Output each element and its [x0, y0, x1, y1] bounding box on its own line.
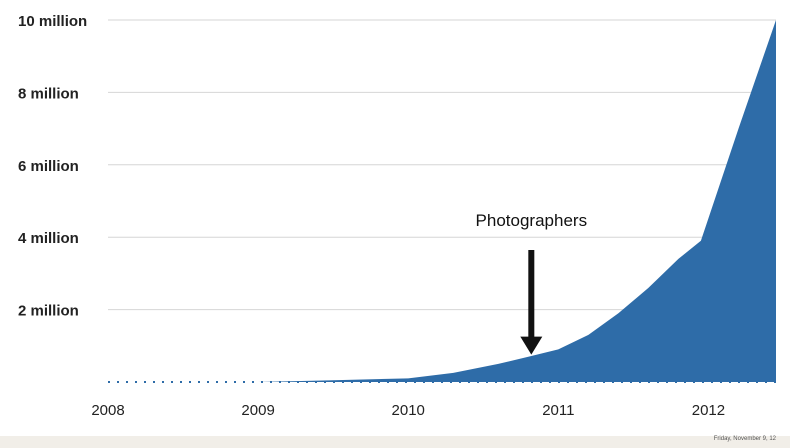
x-tick-label-0: 2008 — [91, 402, 124, 419]
annotation-label: Photographers — [476, 211, 588, 230]
annotation-arrow-head — [520, 336, 543, 355]
y-tick-label-3: 8 million — [18, 85, 79, 102]
annotation-arrow-shaft — [528, 250, 535, 341]
y-tick-label-2: 6 million — [18, 158, 79, 175]
y-tick-label-4: 10 million — [18, 13, 87, 30]
bottom-band — [0, 436, 790, 448]
x-tick-label-4: 2012 — [692, 402, 725, 419]
x-tick-label-1: 2009 — [241, 402, 274, 419]
y-tick-label-1: 4 million — [18, 230, 79, 247]
x-tick-label-3: 2011 — [542, 402, 574, 419]
slide-date-footnote: Friday, November 9, 12 — [713, 436, 776, 442]
y-tick-label-0: 2 million — [18, 303, 79, 320]
x-tick-label-2: 2010 — [392, 402, 425, 419]
series-area — [108, 20, 776, 382]
